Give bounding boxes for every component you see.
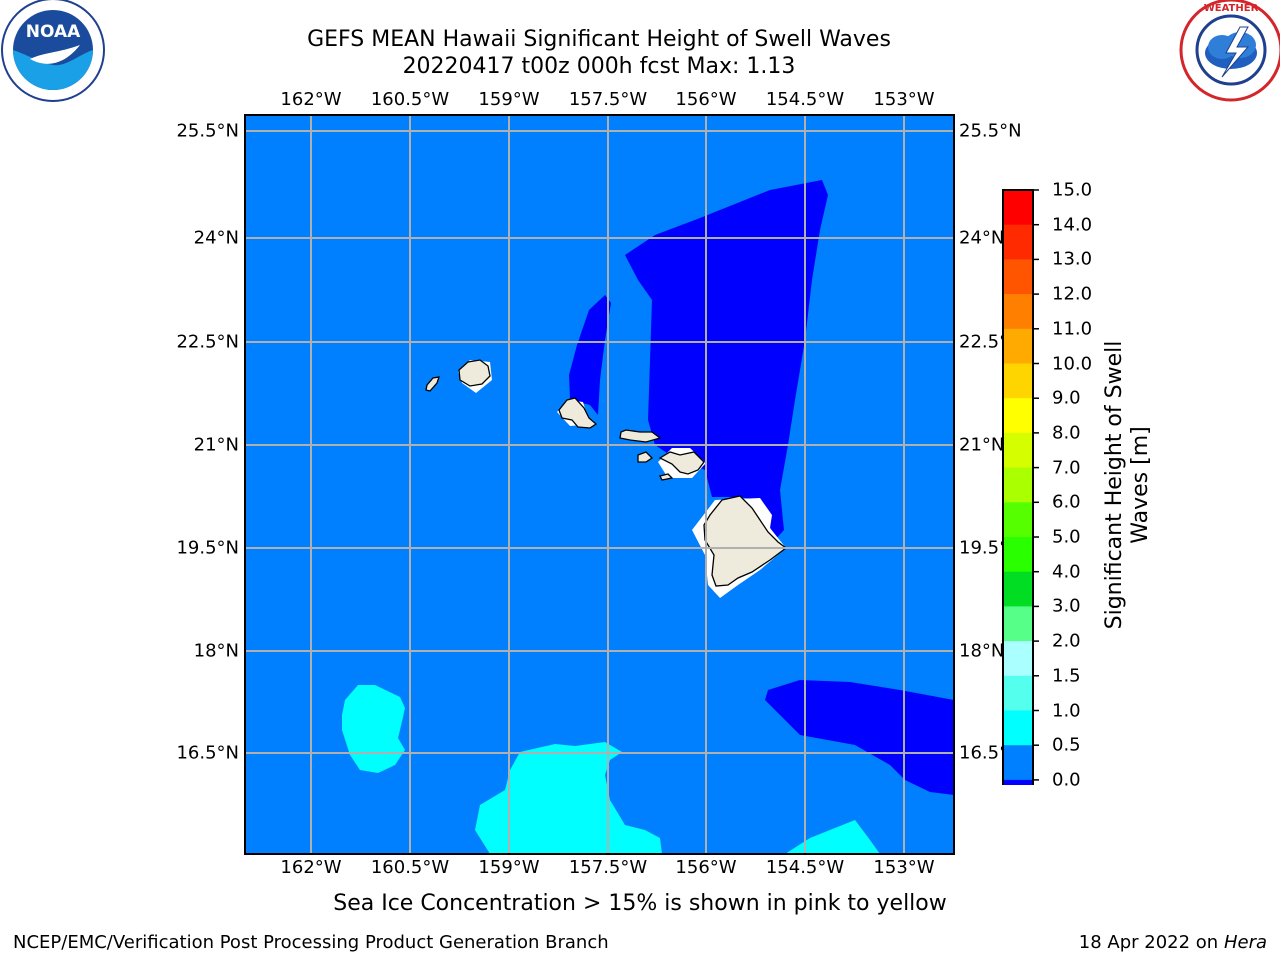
colorbar-segment [1003, 467, 1033, 503]
nws-logo: WEATHER [1179, 0, 1280, 102]
colorbar-segment [1003, 190, 1033, 226]
lat-label-left: 16.5°N [176, 742, 239, 764]
map-frame [244, 114, 955, 855]
colorbar-tick-label: 10.0 [1052, 353, 1093, 374]
footer-host: Hera [1223, 932, 1267, 953]
island-lanai [637, 451, 654, 463]
lon-label-bottom: 159°W [478, 857, 540, 878]
island-oahu [558, 397, 598, 429]
colorbar-segment [1003, 328, 1033, 364]
lon-label-top: 160.5°W [370, 89, 450, 110]
colorbar-segment [1003, 363, 1033, 399]
colorbar-segment [1003, 571, 1033, 607]
lon-label-bottom: 160.5°W [370, 857, 450, 878]
footer-date-text: 18 Apr 2022 on [1078, 932, 1224, 953]
svg-text:WEATHER: WEATHER [1204, 3, 1259, 14]
colorbar-segment [1003, 745, 1033, 781]
colorbar-segment [1003, 259, 1033, 295]
cyan-swell-region-southeast [785, 820, 880, 854]
lon-label-bottom: 154.5°W [765, 857, 845, 878]
lon-label-top: 156°W [675, 89, 737, 110]
colorbar-segment [1003, 432, 1033, 469]
noaa-logo: NOAA [1, 0, 105, 102]
islands [425, 359, 788, 587]
island-hawaii [703, 495, 788, 587]
footer-credit: NCEP/EMC/Verification Post Processing Pr… [13, 932, 609, 953]
colorbar-tick-label: 12.0 [1052, 283, 1093, 305]
sea-ice-note: Sea Ice Concentration > 15% is shown in … [333, 891, 947, 916]
lat-label-left: 25.5°N [176, 120, 239, 142]
colorbar-segment [1003, 398, 1033, 434]
map-gridlines [245, 115, 954, 854]
colorbar-segment [1003, 710, 1033, 746]
colorbar-label: Significant Height of Swell Waves [m] [1102, 340, 1153, 630]
lat-label-left: 18°N [193, 640, 239, 662]
lat-label-left: 19.5°N [176, 537, 239, 559]
low-swell-region-strip [569, 295, 611, 415]
lat-label-right: 21°N [959, 434, 1005, 456]
colorbar-tick-label: 2.0 [1052, 630, 1081, 652]
colorbar-segment [1003, 779, 1033, 785]
lat-label-right: 18°N [959, 640, 1005, 662]
colorbar-tick-label: 13.0 [1052, 248, 1093, 270]
lat-label-left: 22.5°N [176, 331, 239, 353]
island-niihau [425, 376, 440, 392]
colorbar-tick-label: 3.0 [1052, 595, 1081, 617]
lon-label-top: 157.5°W [568, 89, 648, 110]
colorbar-tick-label: 9.0 [1052, 387, 1081, 409]
colorbar-segment [1003, 294, 1033, 330]
island-molokai [619, 429, 662, 443]
colorbar [1002, 189, 1039, 785]
colorbar-tick-label: 6.0 [1052, 491, 1081, 513]
lon-label-bottom: 162°W [280, 857, 342, 878]
lon-label-top: 162°W [280, 89, 342, 110]
colorbar-tick-label: 7.0 [1052, 457, 1081, 479]
lon-label-bottom: 157.5°W [568, 857, 648, 878]
colorbar-tick-label: 14.0 [1052, 214, 1093, 236]
map-title: GEFS MEAN Hawaii Significant Height of S… [307, 27, 891, 52]
lat-label-right: 25.5°N [959, 120, 1022, 142]
svg-text:NOAA: NOAA [26, 22, 81, 42]
colorbar-segment [1003, 224, 1033, 260]
colorbar-segment [1003, 537, 1033, 573]
lat-label-right: 24°N [959, 227, 1005, 249]
low-swell-region-southeast [765, 680, 954, 795]
colorbar-tick-label: 15.0 [1052, 179, 1093, 201]
cyan-swell-region-south [475, 742, 662, 854]
cyan-swell-region-west [342, 685, 405, 773]
colorbar-tick-label: 11.0 [1052, 318, 1093, 340]
colorbar-tick-label: 8.0 [1052, 422, 1081, 444]
lon-label-bottom: 156°W [675, 857, 737, 878]
lat-label-left: 21°N [193, 434, 239, 456]
footer-date: 18 Apr 2022 on Hera [1079, 932, 1267, 953]
island-kahoolawe [659, 473, 674, 481]
colorbar-segment [1003, 641, 1033, 677]
island-maui [658, 451, 705, 475]
colorbar-tick-label: 0.0 [1052, 769, 1081, 791]
lon-label-top: 154.5°W [765, 89, 845, 110]
map-subtitle: 20220417 t00z 000h fcst Max: 1.13 [402, 54, 796, 79]
colorbar-tick-label: 1.5 [1052, 665, 1081, 687]
colorbar-segment [1003, 606, 1033, 642]
lat-label-left: 24°N [193, 227, 239, 249]
lon-label-top: 159°W [478, 89, 540, 110]
lon-label-top: 153°W [873, 89, 935, 110]
colorbar-tick-label: 4.0 [1052, 561, 1081, 583]
island-kauai [458, 359, 491, 387]
colorbar-segment [1003, 675, 1033, 711]
lon-label-bottom: 153°W [873, 857, 935, 878]
colorbar-segment [1003, 502, 1033, 538]
colorbar-tick-label: 0.5 [1052, 734, 1081, 756]
colorbar-tick-label: 5.0 [1052, 526, 1081, 548]
colorbar-tick-label: 1.0 [1052, 700, 1081, 721]
